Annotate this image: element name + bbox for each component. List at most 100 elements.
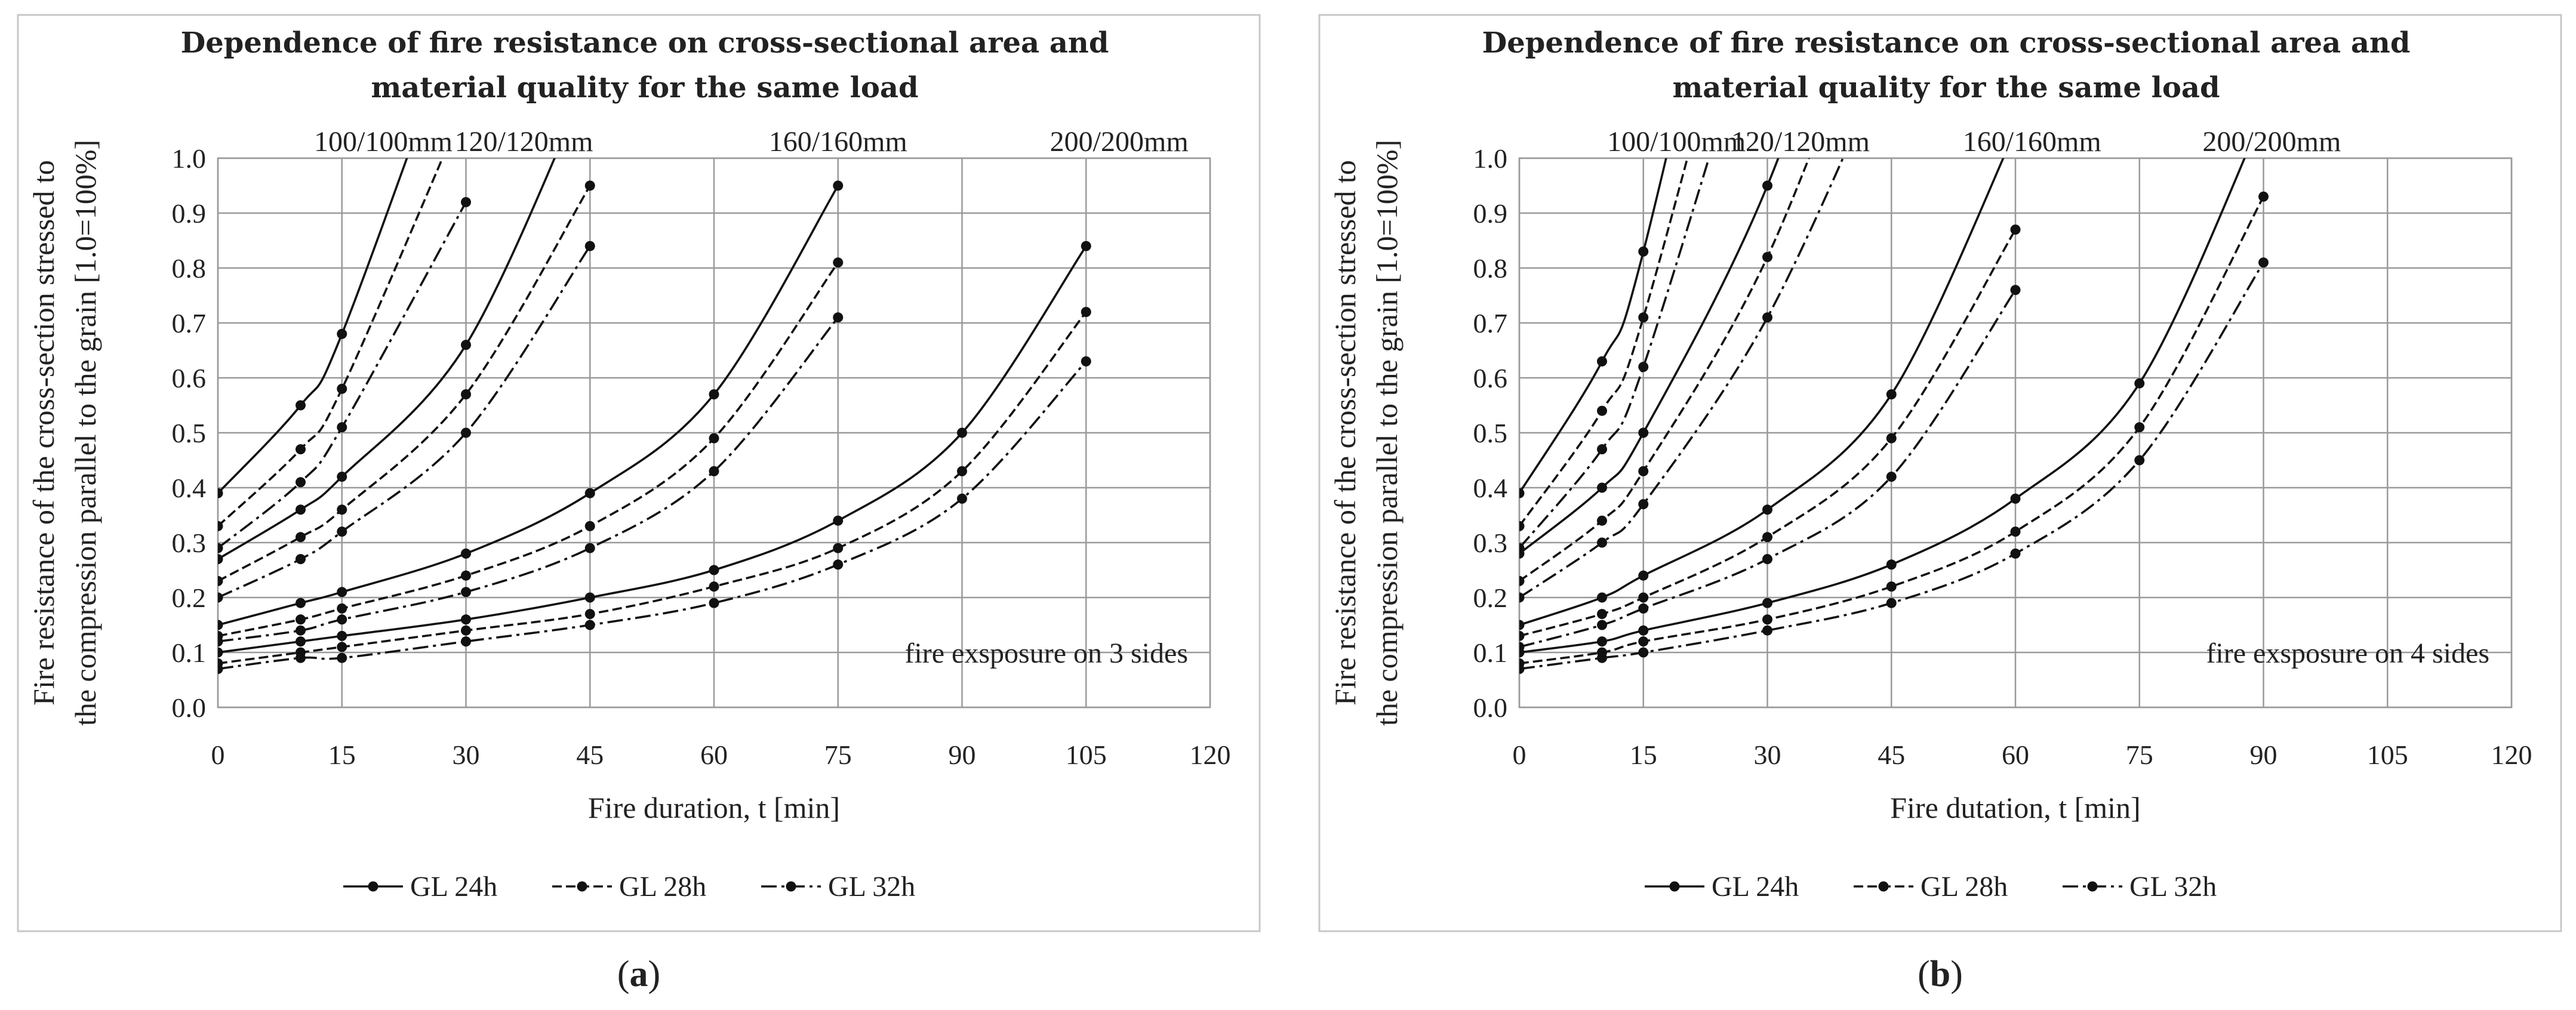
data-point-gl28h bbox=[584, 180, 595, 191]
section-label: 160/160mm bbox=[1963, 126, 2101, 158]
data-point-gl32h bbox=[1638, 603, 1649, 614]
y-tick-label: 0.6 bbox=[1473, 363, 1508, 393]
series-line-gl28h bbox=[218, 158, 444, 527]
x-tick-label: 75 bbox=[824, 740, 852, 770]
y-tick-label: 0.7 bbox=[172, 308, 207, 338]
section-label: 100/100mm bbox=[1607, 126, 1746, 158]
data-point-gl32h bbox=[1638, 362, 1649, 372]
data-point-gl32h bbox=[296, 477, 306, 488]
series-layer bbox=[218, 158, 1091, 675]
data-point-gl28h bbox=[461, 570, 471, 581]
series-line-gl32h bbox=[218, 316, 839, 643]
series-line-gl28h bbox=[218, 261, 839, 638]
data-point-gl28h bbox=[1762, 532, 1772, 543]
series-line-gl24h bbox=[1519, 158, 1667, 494]
chart-panel-a: 0 15 30 45 60 75 90 105 120 0.0 0.1 0.2 0.3 0.4 0.5 0.6… bbox=[17, 14, 1261, 994]
series-line-gl28h bbox=[218, 185, 591, 582]
data-point-gl32h bbox=[296, 625, 306, 636]
data-point-gl28h bbox=[1638, 592, 1649, 603]
series-line-gl28h bbox=[1519, 196, 2265, 665]
series-line-gl24h bbox=[218, 158, 408, 494]
data-point-gl32h bbox=[709, 466, 719, 476]
y-tick-label: 0.0 bbox=[1473, 692, 1508, 723]
series-line-gl32h bbox=[1519, 158, 1845, 599]
x-tick-label: 30 bbox=[1754, 740, 1781, 770]
data-point-gl28h bbox=[296, 532, 306, 543]
subfigure-letter: a bbox=[630, 954, 648, 994]
data-point-gl24h bbox=[1638, 246, 1649, 257]
data-point-gl28h bbox=[1081, 307, 1091, 318]
data-point-gl24h bbox=[218, 488, 223, 498]
data-point-gl32h bbox=[1886, 472, 1897, 482]
series-line-gl24h bbox=[218, 185, 839, 626]
data-point-gl24h bbox=[1886, 559, 1897, 570]
data-point-gl28h bbox=[1762, 614, 1772, 625]
chart-title-line-2: material quality for the same load bbox=[1672, 71, 2220, 104]
data-point-gl24h bbox=[1597, 356, 1607, 367]
data-point-gl24h bbox=[833, 180, 844, 191]
data-point-gl24h bbox=[1597, 592, 1607, 603]
data-point-gl32h bbox=[296, 554, 306, 565]
data-point-gl32h bbox=[957, 493, 967, 504]
data-point-gl32h bbox=[1519, 592, 1525, 603]
data-point-gl32h bbox=[218, 636, 223, 647]
legend-marker-gl28h bbox=[1878, 881, 1889, 892]
data-point-gl24h bbox=[337, 630, 347, 641]
x-tick-label: 30 bbox=[453, 740, 480, 770]
y-tick-label: 0.0 bbox=[172, 692, 207, 723]
chart-panel-b: 0 15 30 45 60 75 90 105 120 0.0 0.1 0.2 0.3 0.4 0.5 0.6… bbox=[1318, 14, 2562, 994]
data-point-gl28h bbox=[1519, 630, 1525, 641]
x-tick-label: 120 bbox=[1190, 740, 1231, 770]
subfigure-letter: b bbox=[1930, 954, 1950, 994]
data-point-gl28h bbox=[296, 614, 306, 625]
y-tick-label: 1.0 bbox=[1473, 143, 1508, 174]
y-tick-label: 1.0 bbox=[172, 143, 207, 174]
data-point-gl32h bbox=[833, 559, 844, 570]
exposure-note: fire exsposure on 3 sides bbox=[904, 638, 1188, 669]
data-point-gl24h bbox=[461, 548, 471, 559]
series-line-gl28h bbox=[1519, 158, 1689, 527]
legend-label-gl28h: GL 28h bbox=[619, 871, 706, 903]
data-point-gl24h bbox=[296, 636, 306, 647]
x-tick-label: 15 bbox=[1630, 740, 1657, 770]
data-point-gl28h bbox=[461, 625, 471, 636]
y-tick-label: 0.6 bbox=[172, 363, 207, 393]
data-point-gl24h bbox=[1519, 620, 1525, 630]
data-point-gl28h bbox=[461, 389, 471, 400]
data-point-gl28h bbox=[957, 466, 967, 476]
data-point-gl32h bbox=[1762, 625, 1772, 636]
data-point-gl32h bbox=[461, 587, 471, 598]
data-point-gl32h bbox=[337, 422, 347, 433]
data-point-gl32h bbox=[1519, 664, 1525, 675]
data-point-gl32h bbox=[1597, 620, 1607, 630]
series-line-gl24h bbox=[1519, 158, 1780, 555]
data-point-gl28h bbox=[1597, 609, 1607, 620]
x-tick-label: 90 bbox=[949, 740, 976, 770]
data-point-gl28h bbox=[2134, 422, 2145, 433]
x-tick-label: 60 bbox=[700, 740, 728, 770]
data-point-gl24h bbox=[1597, 636, 1607, 647]
legend-label-gl32h: GL 32h bbox=[2129, 871, 2217, 903]
data-point-gl32h bbox=[1597, 652, 1607, 663]
data-point-gl32h bbox=[218, 592, 223, 603]
subfigure-label: (a) bbox=[617, 954, 660, 994]
data-point-gl32h bbox=[1597, 537, 1607, 548]
data-point-gl24h bbox=[2010, 493, 2021, 504]
y-tick-label: 0.3 bbox=[172, 528, 207, 558]
panel-frame bbox=[1318, 14, 2562, 932]
data-point-gl28h bbox=[584, 521, 595, 531]
data-point-gl28h bbox=[1519, 521, 1525, 531]
y-tick-label: 0.8 bbox=[1473, 253, 1508, 284]
data-point-gl24h bbox=[2134, 378, 2145, 389]
subfigure-close-paren: ) bbox=[1950, 954, 1963, 994]
series-line-gl32h bbox=[218, 201, 467, 549]
data-point-gl28h bbox=[709, 433, 719, 444]
data-point-gl24h bbox=[461, 614, 471, 625]
x-tick-label: 45 bbox=[576, 740, 604, 770]
data-point-gl32h bbox=[833, 312, 844, 323]
data-point-gl32h bbox=[296, 652, 306, 663]
x-axis-label: Fire duration, t [min] bbox=[588, 791, 840, 824]
section-label: 100/100mm bbox=[314, 126, 453, 158]
data-point-gl24h bbox=[296, 504, 306, 515]
data-point-gl28h bbox=[1519, 575, 1525, 586]
